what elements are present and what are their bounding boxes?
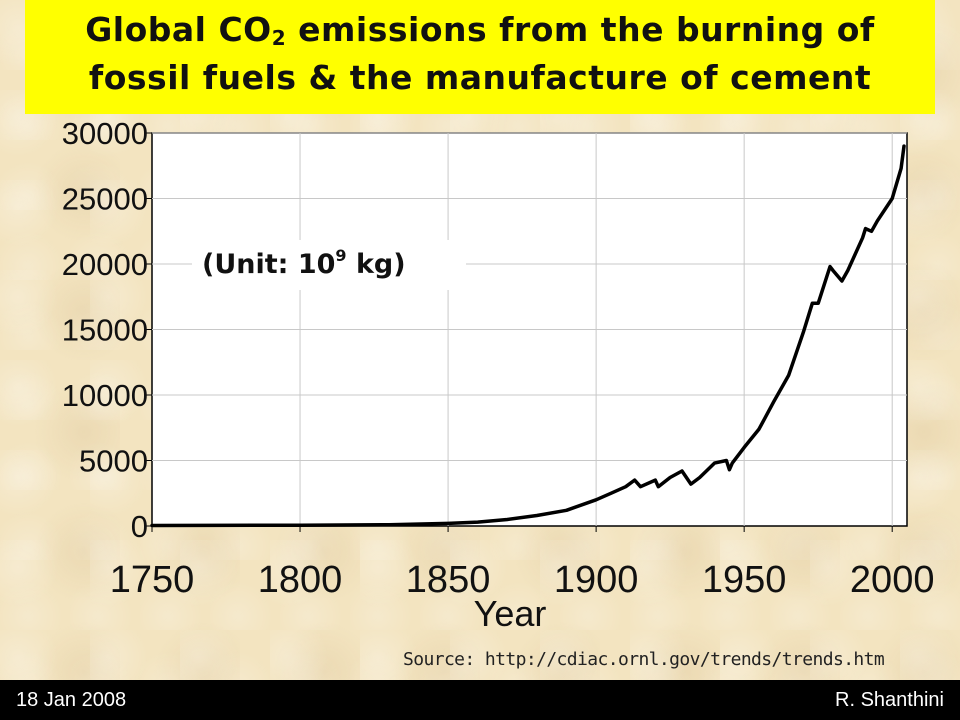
y-tick-label: 0 [131, 509, 148, 544]
series-line [150, 144, 906, 528]
y-tick-label: 25000 [62, 182, 148, 217]
unit-label: (Unit: 109 kg) [192, 240, 466, 290]
footer-author: R. Shanthini [835, 689, 944, 711]
x-tick-label: 2000 [850, 559, 935, 601]
emissions-line-chart: 0 5000 10000 15000 20000 25000 30000 1750 1800 18… [62, 116, 935, 634]
source-citation: Source: http://cdiac.ornl.gov/trends/tre… [403, 649, 885, 670]
footer-date: 18 Jan 2008 [16, 689, 127, 711]
y-tick-label: 5000 [79, 444, 148, 479]
y-tick-label: 15000 [62, 313, 148, 348]
chart-title-line-2: fossil fuels & the manufacture of cement [88, 58, 872, 97]
x-tick-label: 1750 [110, 559, 195, 601]
y-tick-label: 20000 [62, 247, 148, 282]
y-tick-label: 30000 [62, 116, 148, 151]
x-axis-label: Year [474, 593, 547, 634]
x-tick-label: 1950 [702, 559, 787, 601]
x-tick-label: 1850 [406, 559, 491, 601]
chart-title-line-1: Global CO2 emissions from the burning of [85, 10, 875, 50]
title-banner: Global CO2 emissions from the burning of… [25, 0, 935, 114]
y-tick-label: 10000 [62, 378, 148, 413]
x-tick-label: 1800 [258, 559, 343, 601]
footer-bar: 18 Jan 2008 R. Shanthini [0, 680, 960, 720]
x-tick-label: 1900 [554, 559, 639, 601]
